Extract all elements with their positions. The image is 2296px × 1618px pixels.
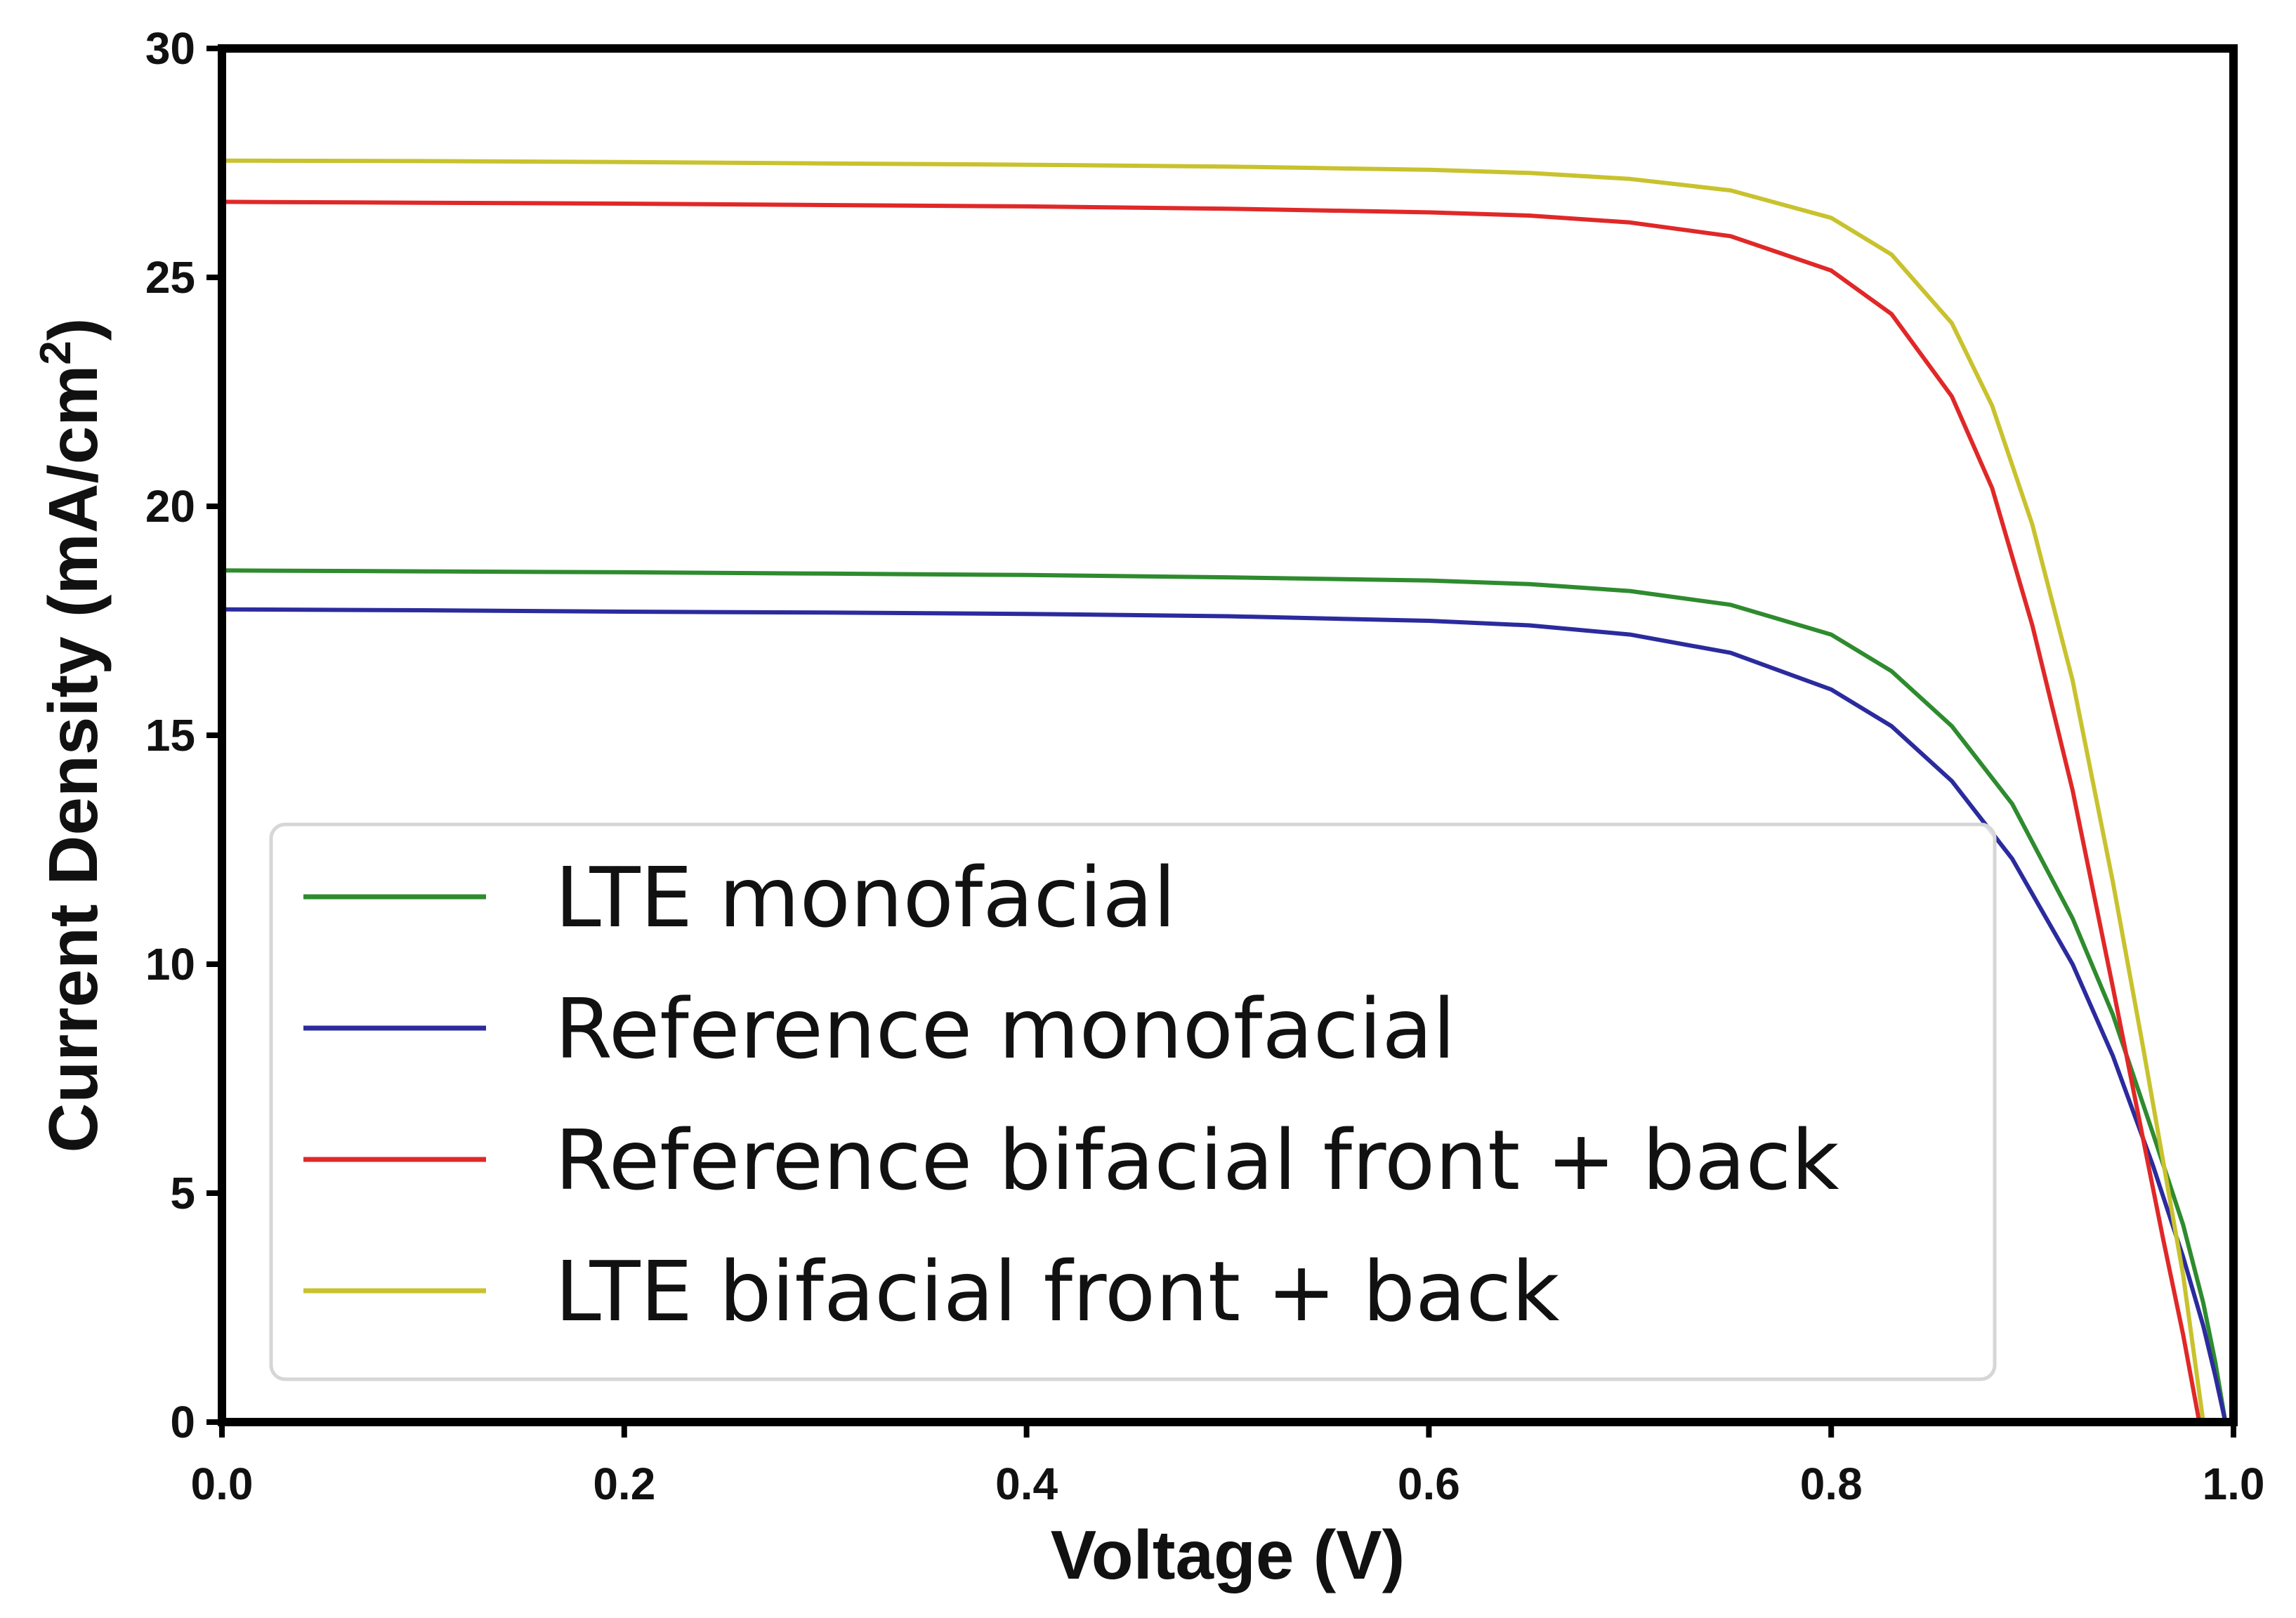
x-axis-ticks: 0.0 0.2 0.4 0.6 0.8 1.0: [191, 1422, 2265, 1509]
series-line-2: [220, 199, 2202, 1424]
y-axis-title-end: ): [34, 318, 112, 341]
y-tick-label: 20: [145, 481, 195, 532]
x-tick-label: 0.6: [1398, 1459, 1460, 1509]
series-line-3: [220, 158, 2205, 1424]
x-tick-label: 0.4: [995, 1459, 1058, 1509]
x-tick-label: 0.0: [191, 1459, 254, 1509]
x-tick-label: 1.0: [2203, 1459, 2265, 1509]
legend-label-1: Reference monofacial: [555, 980, 1455, 1077]
legend-items: LTE monofacial Reference monofacial Refere…: [303, 849, 1839, 1340]
series-line-0: [220, 568, 2228, 1424]
x-axis-title: Voltage (V): [1051, 1516, 1405, 1593]
legend-box: [269, 822, 1997, 1381]
y-tick-label: 0: [170, 1397, 195, 1447]
y-axis-title-main: Current Density (mA/cm: [34, 365, 112, 1153]
legend: LTE monofacial Reference monofacial Refere…: [269, 822, 1997, 1381]
y-axis-ticks: 0 5 10 15 20 25 30: [145, 23, 222, 1447]
y-tick-label: 30: [145, 23, 195, 74]
x-tick-label: 0.2: [593, 1459, 655, 1509]
y-axis-title-superscript: 2: [32, 341, 80, 364]
y-tick-label: 25: [145, 252, 195, 303]
y-tick-label: 15: [145, 710, 195, 761]
legend-label-2: Reference bifacial front + back: [555, 1112, 1839, 1209]
y-tick-label: 5: [170, 1168, 195, 1218]
legend-label-3: LTE bifacial front + back: [555, 1243, 1559, 1340]
y-axis-title: Current Density (mA/cm2): [32, 318, 112, 1153]
x-tick-label: 0.8: [1800, 1459, 1863, 1509]
legend-label-0: LTE monofacial: [555, 849, 1176, 946]
series-layer: [220, 158, 2228, 1424]
y-tick-label: 10: [145, 939, 195, 989]
